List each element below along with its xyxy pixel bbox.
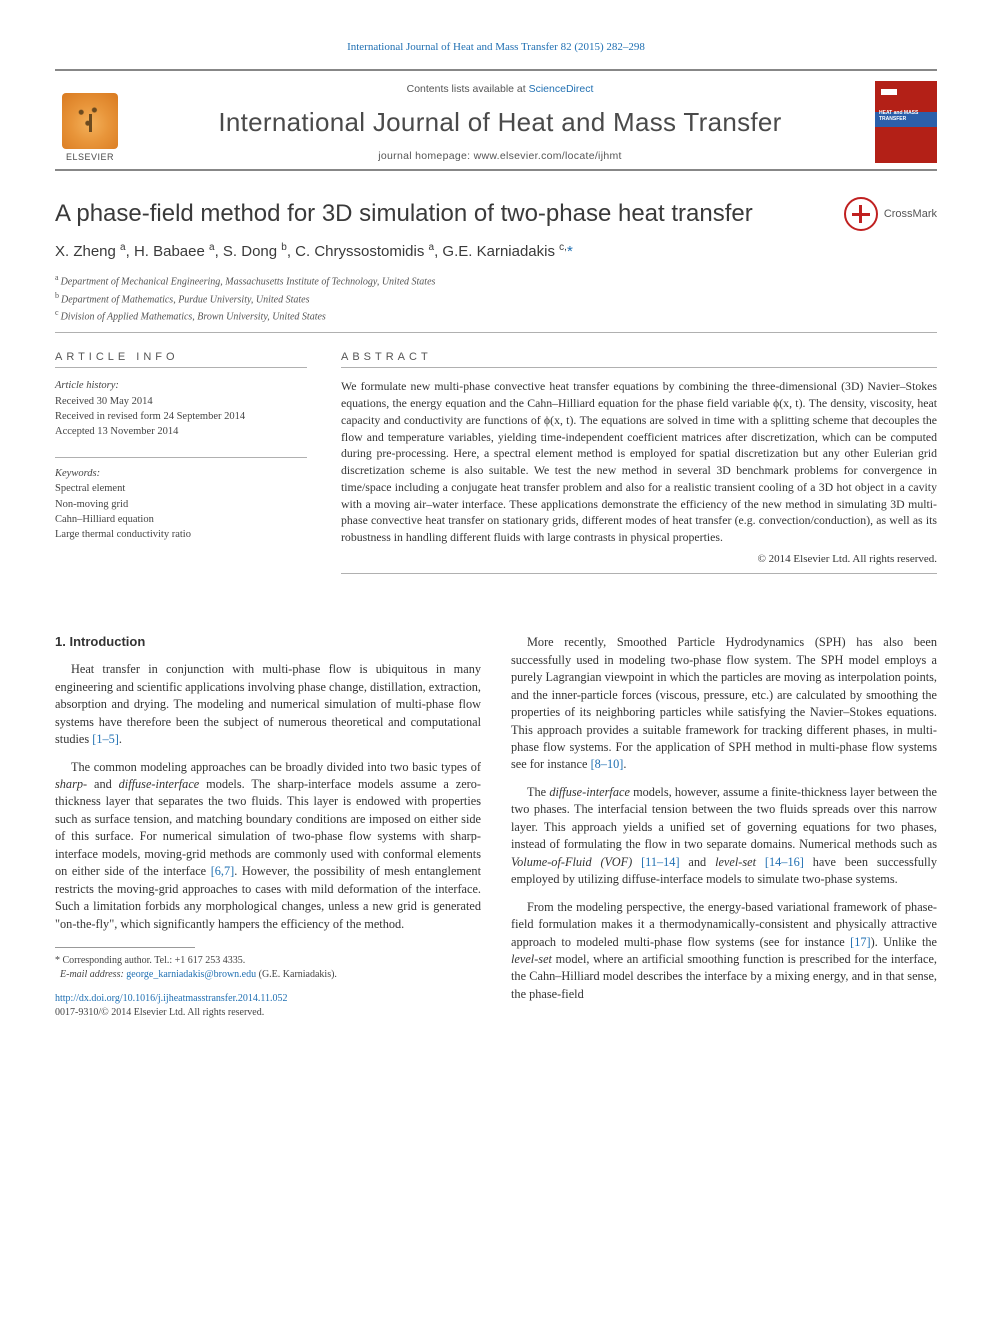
section-heading-intro: 1. Introduction	[55, 634, 481, 649]
article-history: Article history: Received 30 May 2014Rec…	[55, 378, 307, 439]
journal-cover-thumb	[875, 81, 937, 163]
doi-link[interactable]: http://dx.doi.org/10.1016/j.ijheatmasstr…	[55, 993, 287, 1004]
rule-below-abstract	[341, 573, 937, 574]
contents-prefix: Contents lists available at	[407, 83, 529, 95]
running-head-journal: International Journal of Heat and Mass T…	[347, 41, 558, 53]
rule-above-info	[55, 332, 937, 333]
journal-homepage: journal homepage: www.elsevier.com/locat…	[143, 149, 857, 164]
corresponding-footnote: * Corresponding author. Tel.: +1 617 253…	[55, 954, 481, 982]
history-label: Article history:	[55, 380, 119, 391]
journal-header: ELSEVIER Contents lists available at Sci…	[55, 71, 937, 169]
corr-email-link[interactable]: george_karniadakis@brown.edu	[126, 969, 256, 980]
issn-line: 0017-9310/© 2014 Elsevier Ltd. All right…	[55, 1007, 264, 1018]
body-para: Heat transfer in conjunction with multi-…	[55, 661, 481, 748]
article-body: 1. Introduction Heat transfer in conjunc…	[55, 634, 937, 1020]
ref-link[interactable]: [1–5]	[92, 732, 119, 746]
sciencedirect-link[interactable]: ScienceDirect	[529, 83, 594, 95]
homepage-prefix: journal homepage:	[378, 150, 473, 162]
ref-link[interactable]: [8–10]	[591, 757, 624, 771]
crossmark-icon	[844, 197, 878, 231]
doi-footer: http://dx.doi.org/10.1016/j.ijheatmasstr…	[55, 992, 481, 1020]
body-para: More recently, Smoothed Particle Hydrody…	[511, 634, 937, 774]
crossmark-label: CrossMark	[884, 208, 937, 220]
corresponding-marker[interactable]: *	[567, 243, 573, 260]
contents-available: Contents lists available at ScienceDirec…	[143, 82, 857, 97]
body-para: The common modeling approaches can be br…	[55, 759, 481, 934]
ref-link[interactable]: [6,7]	[211, 864, 235, 878]
publisher-name: ELSEVIER	[66, 151, 114, 164]
running-head-volpages: 82 (2015) 282–298	[561, 41, 645, 53]
email-who: (G.E. Karniadakis).	[259, 969, 337, 980]
keywords-label: Keywords:	[55, 468, 100, 479]
author-list: X. Zheng a, H. Babaee a, S. Dong b, C. C…	[55, 241, 937, 262]
ref-link[interactable]: [11–14]	[641, 855, 679, 869]
abstract-text: We formulate new multi-phase convective …	[341, 378, 937, 546]
running-head: International Journal of Heat and Mass T…	[55, 40, 937, 55]
homepage-url: www.elsevier.com/locate/ijhmt	[474, 150, 622, 162]
article-info-heading: ARTICLE INFO	[55, 351, 307, 368]
rule-below-header	[55, 169, 937, 171]
abstract-heading: ABSTRACT	[341, 351, 937, 368]
abstract-copyright: © 2014 Elsevier Ltd. All rights reserved…	[341, 552, 937, 567]
crossmark-badge[interactable]: CrossMark	[844, 197, 937, 231]
ref-link[interactable]: [17]	[850, 935, 871, 949]
journal-name: International Journal of Heat and Mass T…	[143, 104, 857, 140]
corr-label: Corresponding author. Tel.: +1 617 253 4…	[63, 955, 246, 966]
affiliations: aDepartment of Mechanical Engineering, M…	[55, 272, 937, 324]
body-para: From the modeling perspective, the energ…	[511, 899, 937, 1004]
publisher-logo: ELSEVIER	[55, 81, 125, 163]
keywords-block: Keywords: Spectral elementNon-moving gri…	[55, 466, 307, 542]
email-label: E-mail address:	[60, 969, 124, 980]
footnote-rule	[55, 947, 195, 948]
rule-keywords	[55, 457, 307, 458]
elsevier-tree-icon	[62, 93, 118, 149]
running-head-link[interactable]: International Journal of Heat and Mass T…	[347, 41, 645, 53]
article-title: A phase-field method for 3D simulation o…	[55, 197, 824, 231]
body-para: The diffuse-interface models, however, a…	[511, 784, 937, 889]
ref-link[interactable]: [14–16]	[765, 855, 804, 869]
